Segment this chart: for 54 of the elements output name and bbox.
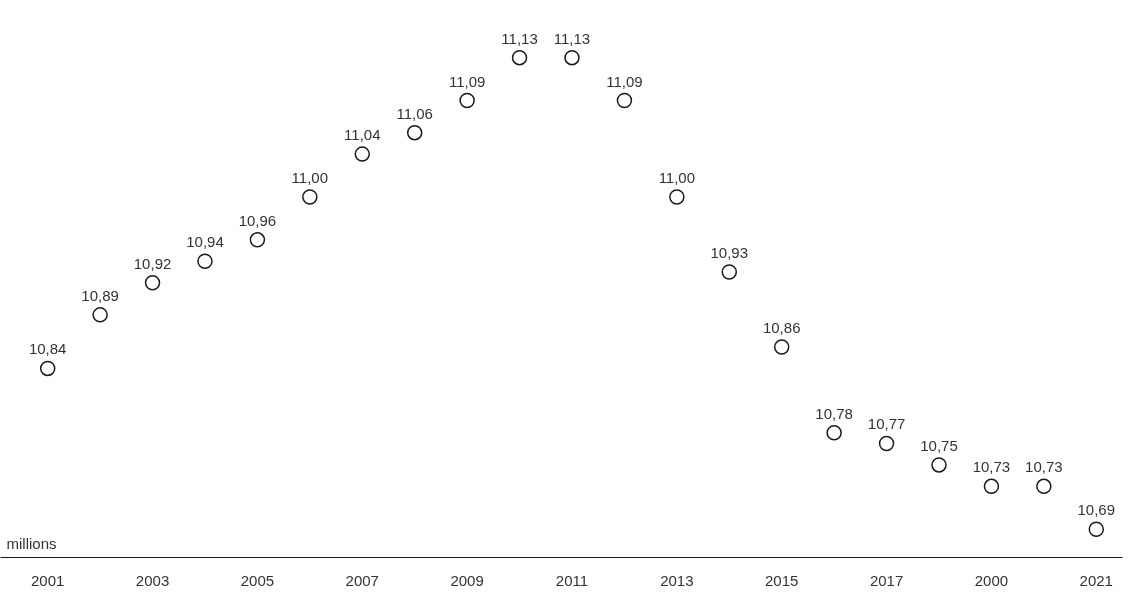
point <box>144 274 161 291</box>
point <box>669 189 685 205</box>
data-label: 10,84 <box>28 340 67 358</box>
data-label: 11,06 <box>396 104 433 122</box>
point <box>616 92 633 109</box>
data-label: 11,00 <box>658 168 696 186</box>
x-tick-label: 2005 <box>240 571 275 589</box>
point <box>406 124 423 141</box>
data-label: 11,09 <box>606 72 643 90</box>
x-tick-label: 2003 <box>135 571 170 589</box>
point <box>197 253 213 270</box>
point <box>721 264 738 280</box>
data-label: 11,00 <box>291 168 329 186</box>
data-label: 11,13 <box>553 29 591 47</box>
point <box>1088 521 1105 537</box>
point <box>826 425 842 441</box>
data-label: 10,93 <box>710 244 749 261</box>
data-label: 10,77 <box>867 415 906 433</box>
point <box>354 146 371 162</box>
data-label: 10,73 <box>972 458 1011 476</box>
text: millions <box>6 534 57 552</box>
point <box>1036 478 1052 495</box>
point <box>302 189 318 205</box>
x-tick-label: 2021 <box>1079 571 1113 589</box>
data-label: 10,96 <box>238 211 277 229</box>
data-label: 10,92 <box>133 254 172 272</box>
data-label: 10,73 <box>1025 458 1063 476</box>
data-label: 11,13 <box>501 29 538 47</box>
x-tick-label: 2000 <box>974 571 1009 589</box>
point <box>564 49 580 66</box>
point <box>983 478 1000 495</box>
point <box>39 360 56 377</box>
data-label: 10,94 <box>186 233 224 251</box>
x-tick-label: 2017 <box>869 571 904 589</box>
data-label: 10,78 <box>815 404 853 422</box>
x-tick-label: 2001 <box>31 571 65 589</box>
point <box>92 307 108 323</box>
x-tick-label: 2009 <box>450 571 484 589</box>
point <box>511 49 528 66</box>
data-label: 10,89 <box>81 286 119 304</box>
point <box>249 232 266 248</box>
x-tick-label: 2011 <box>555 571 589 589</box>
point <box>459 92 475 109</box>
point <box>931 457 947 473</box>
point <box>773 339 790 355</box>
x-tick-label: 2007 <box>345 571 379 589</box>
x-tick-label: 2015 <box>765 571 799 589</box>
x-tick-label: 2013 <box>660 571 694 589</box>
data-label: 11,04 <box>344 126 381 144</box>
data-label: 10,86 <box>762 319 801 337</box>
data-label: 11,09 <box>448 72 486 90</box>
data-label: 10,75 <box>920 436 958 454</box>
data-label: 10,69 <box>1077 501 1116 519</box>
point <box>878 435 895 452</box>
